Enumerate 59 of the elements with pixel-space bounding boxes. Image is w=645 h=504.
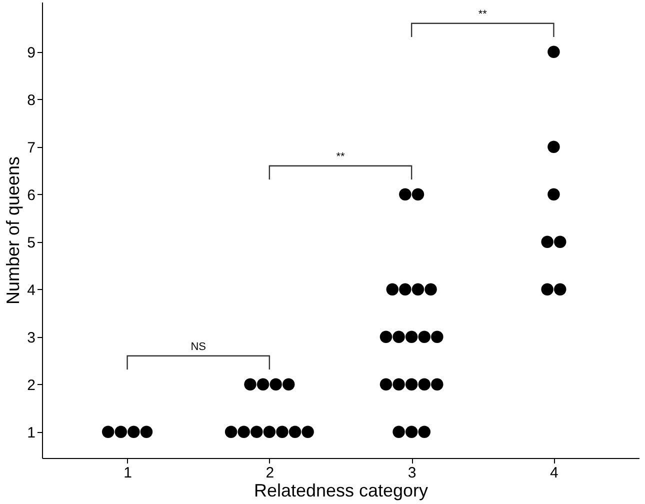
point xyxy=(288,426,302,438)
point xyxy=(431,378,444,390)
point xyxy=(128,426,140,438)
point xyxy=(541,283,554,296)
y-tick-label: 1 xyxy=(27,424,36,442)
point xyxy=(282,378,295,390)
point xyxy=(392,330,405,343)
point xyxy=(302,426,314,438)
point xyxy=(250,426,263,438)
point xyxy=(386,283,399,296)
x-axis-title: Relatedness category xyxy=(254,480,428,500)
point xyxy=(418,426,430,438)
point xyxy=(548,188,560,200)
point xyxy=(431,330,444,343)
y-tick-label: 4 xyxy=(27,282,36,299)
point xyxy=(224,426,238,438)
point xyxy=(380,378,392,390)
annotation: ** xyxy=(478,8,488,20)
y-tick-label: 8 xyxy=(27,92,36,109)
point xyxy=(412,283,424,296)
x-tick-label: 4 xyxy=(550,464,558,482)
x-tick-label: 2 xyxy=(266,464,274,482)
point xyxy=(554,236,566,248)
annotation: ** xyxy=(336,150,346,163)
point xyxy=(405,378,418,390)
y-axis-title: Number of queens xyxy=(3,156,24,305)
point xyxy=(405,426,418,438)
point xyxy=(424,283,437,296)
point xyxy=(140,426,153,438)
point xyxy=(392,378,405,390)
y-tick-label: 9 xyxy=(27,44,36,62)
annotation: NS xyxy=(190,340,206,353)
point xyxy=(276,426,288,438)
point xyxy=(238,426,250,438)
y-tick-label: 2 xyxy=(27,376,36,394)
y-tick-label: 3 xyxy=(27,329,36,346)
point xyxy=(412,188,424,200)
point xyxy=(380,330,392,343)
point xyxy=(418,378,430,390)
y-tick-label: 6 xyxy=(27,186,36,204)
point xyxy=(256,378,270,390)
point xyxy=(405,330,418,343)
point xyxy=(554,283,566,296)
y-tick-label: 7 xyxy=(27,139,36,156)
x-tick-label: 3 xyxy=(408,464,416,482)
point xyxy=(102,426,114,438)
point xyxy=(418,330,430,343)
point xyxy=(399,188,412,200)
point xyxy=(114,426,128,438)
point xyxy=(541,236,554,248)
point xyxy=(244,378,256,390)
point xyxy=(548,46,560,58)
point xyxy=(270,378,282,390)
y-tick-label: 5 xyxy=(27,234,36,252)
point xyxy=(548,140,560,153)
point xyxy=(399,283,412,296)
point xyxy=(263,426,276,438)
point xyxy=(392,426,405,438)
x-tick-label: 1 xyxy=(124,464,132,482)
